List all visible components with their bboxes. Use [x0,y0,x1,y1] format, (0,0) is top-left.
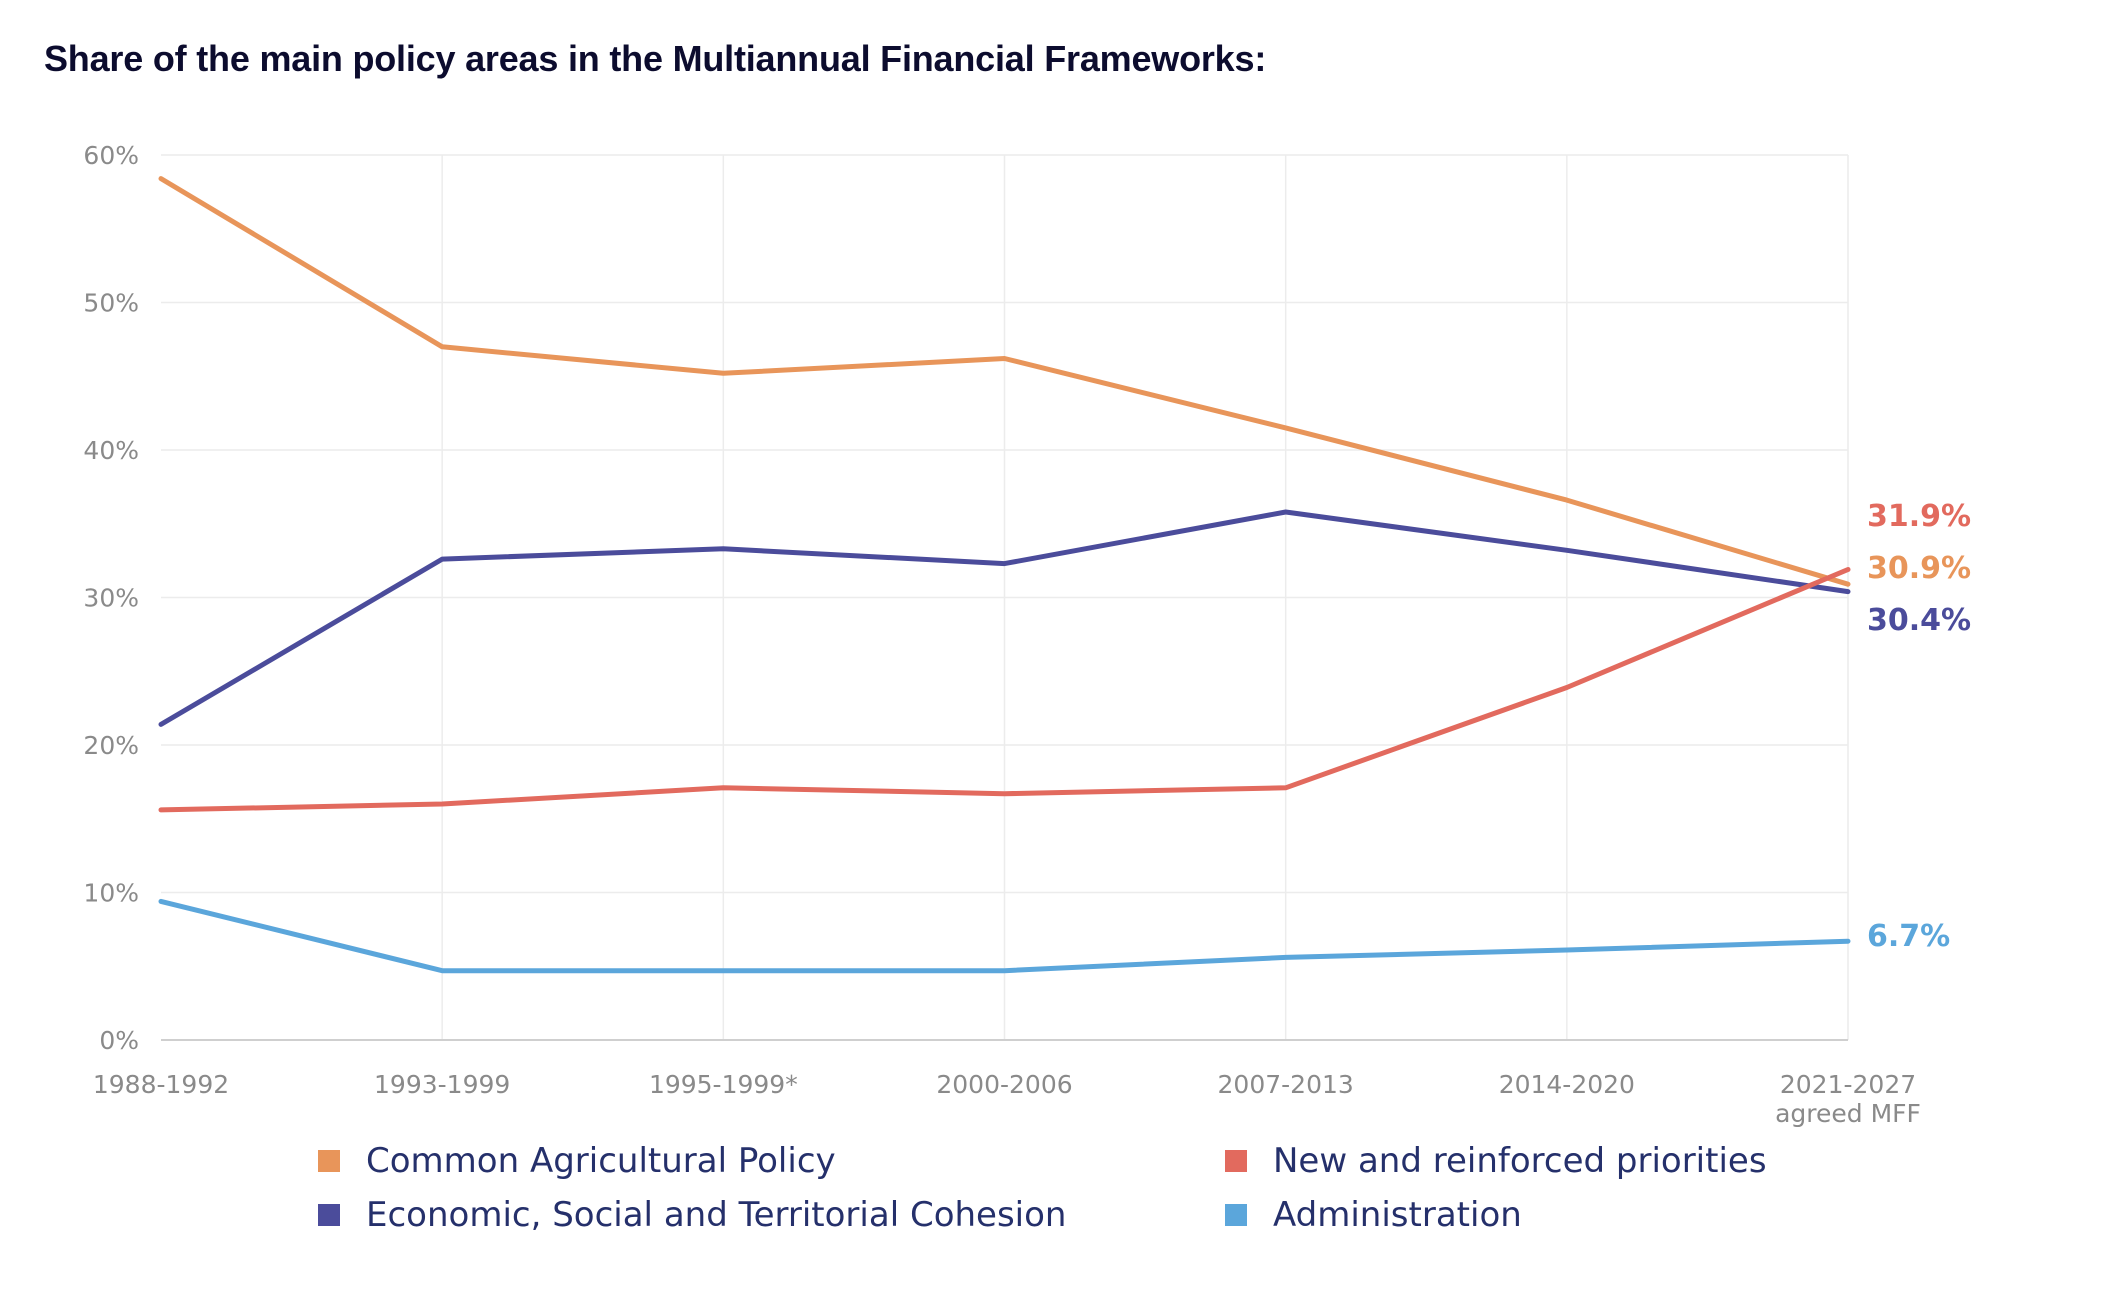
series-line [158,176,1851,587]
end-label: 31.9% [1867,499,1971,534]
axes: 0% 10% 20% 30% 40% 50% 60% 1988-1992 1993-1999 19… [83,141,1920,1128]
x-tick-label: 1993-1999 [374,1070,510,1099]
x-tick-label: 1995-1999* [649,1070,798,1099]
end-labels: 30.9% 30.4% 31.9% 6.7% [1867,499,1971,954]
series-line [158,567,1851,813]
end-label: 30.4% [1867,603,1971,638]
end-label: 30.9% [1867,551,1971,586]
y-tick-label: 20% [83,731,139,760]
y-tick-label: 50% [83,289,139,318]
x-tick-label: 2021-2027 [1780,1070,1916,1099]
y-tick-label: 60% [83,141,139,170]
x-tick-label: 2014-2020 [1499,1070,1635,1099]
series-line [158,898,1851,974]
x-tick-label: 2000-2006 [936,1070,1072,1099]
y-tick-label: 40% [83,436,139,465]
chart-title: Share of the main policy areas in the Mu… [44,38,1267,79]
end-label: 6.7% [1867,919,1950,954]
grid [161,154,1849,1040]
y-tick-label: 10% [83,879,139,908]
series-lines [158,176,1851,974]
x-tick-sublabel: agreed MFF [1775,1099,1921,1128]
x-tick-label: 2007-2013 [1218,1070,1354,1099]
x-tick-label: 1988-1992 [93,1070,229,1099]
y-tick-label: 0% [99,1026,139,1055]
y-tick-label: 30% [83,584,139,613]
series-line [158,509,1851,727]
